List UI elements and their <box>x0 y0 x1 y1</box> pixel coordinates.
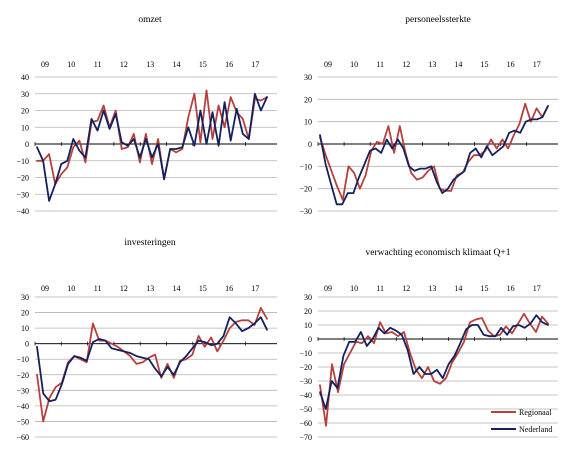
y-tick-label: 30 <box>304 293 312 302</box>
y-tick-label: −20 <box>16 371 29 380</box>
y-tick-label: 0 <box>308 140 312 149</box>
x-tick-label: 14 <box>454 284 462 293</box>
x-tick-label: 10 <box>350 60 358 69</box>
y-tick-label: 10 <box>304 321 312 330</box>
x-tick-label: 15 <box>481 60 489 69</box>
x-tick-label: 09 <box>41 284 49 293</box>
y-tick-label: −20 <box>299 363 312 372</box>
x-tick-label: 17 <box>533 284 541 293</box>
x-tick-label: 13 <box>146 284 154 293</box>
y-tick-label: 20 <box>304 307 312 316</box>
x-tick-label: 16 <box>225 60 233 69</box>
y-tick-label: −60 <box>16 433 29 442</box>
chart-3: investeringen 30 20 10 0 −10 −20 −30 −40 −50 −60 09… <box>16 238 277 442</box>
y-tick-label: −40 <box>16 207 29 216</box>
series-line-nederland <box>319 105 549 206</box>
y-tick-label: −20 <box>16 174 29 183</box>
y-tick-label: 30 <box>21 90 29 99</box>
x-tick-label: 17 <box>251 60 259 69</box>
x-tick-label: 11 <box>376 284 384 293</box>
x-tick-label: 11 <box>376 60 384 69</box>
x-tick-label: 16 <box>225 284 233 293</box>
x-tick-label: 12 <box>402 60 410 69</box>
x-tick-label: 11 <box>94 60 102 69</box>
x-tick-label: 17 <box>533 60 541 69</box>
y-tick-label: 10 <box>21 123 29 132</box>
x-tick-label: 11 <box>94 284 102 293</box>
series-line-regionaal <box>319 102 549 201</box>
y-tick-label: −30 <box>16 386 29 395</box>
x-tick-label: 12 <box>402 284 410 293</box>
y-tick-label: −30 <box>16 190 29 199</box>
chart-title: omzet <box>138 15 162 25</box>
y-tick-label: 20 <box>304 95 312 104</box>
x-tick-label: 16 <box>507 60 515 69</box>
legend: Regionaal Nederland <box>491 408 552 434</box>
chart-2: personeelssterkte 30 20 10 0 −10 −20 −30 09 10 11 1… <box>299 15 558 216</box>
y-tick-label: −30 <box>299 207 312 216</box>
legend-label-nederland: Nederland <box>519 425 552 434</box>
chart-title: investeringen <box>124 238 175 248</box>
series-line-nederland <box>36 92 268 202</box>
y-tick-label: 30 <box>304 73 312 82</box>
x-tick-label: 09 <box>41 60 49 69</box>
y-tick-label: −10 <box>299 162 312 171</box>
y-tick-label: −60 <box>299 419 312 428</box>
y-tick-label: −10 <box>299 349 312 358</box>
y-tick-label: 20 <box>21 107 29 116</box>
x-tick-label: 10 <box>67 284 75 293</box>
legend-label-regionaal: Regionaal <box>519 408 552 417</box>
y-tick-label: 0 <box>308 335 312 344</box>
x-tick-label: 15 <box>199 284 207 293</box>
x-tick-label: 14 <box>454 60 462 69</box>
y-tick-label: −50 <box>299 405 312 414</box>
x-tick-label: 12 <box>120 284 128 293</box>
y-tick-label: −40 <box>16 402 29 411</box>
x-tick-label: 10 <box>350 284 358 293</box>
y-tick-label: −30 <box>299 377 312 386</box>
series-line-regionaal <box>36 89 268 186</box>
x-tick-label: 09 <box>324 284 332 293</box>
y-tick-label: 10 <box>304 118 312 127</box>
y-tick-label: −50 <box>16 417 29 426</box>
y-tick-label: 0 <box>25 140 29 149</box>
y-tick-label: −10 <box>16 355 29 364</box>
y-tick-label: −10 <box>16 157 29 166</box>
y-tick-label: −20 <box>299 185 312 194</box>
y-tick-label: 40 <box>21 73 29 82</box>
y-tick-label: 10 <box>21 324 29 333</box>
x-tick-label: 10 <box>67 60 75 69</box>
y-tick-label: 0 <box>25 340 29 349</box>
y-tick-label: −40 <box>299 391 312 400</box>
x-tick-label: 16 <box>507 284 515 293</box>
y-tick-label: 20 <box>21 309 29 318</box>
x-tick-label: 12 <box>120 60 128 69</box>
x-tick-label: 13 <box>428 284 436 293</box>
chart-title: verwachting economisch klimaat Q+1 <box>366 248 511 258</box>
x-tick-label: 15 <box>199 60 207 69</box>
y-tick-label: 30 <box>21 293 29 302</box>
x-tick-label: 14 <box>173 284 181 293</box>
x-tick-label: 15 <box>481 284 489 293</box>
chart-1: omzet 40 30 20 10 0 −10 −20 −30 −40 09 10 11 12 13 14 15… <box>16 15 277 216</box>
x-tick-label: 17 <box>251 284 259 293</box>
series-line-nederland <box>36 316 268 403</box>
x-tick-label: 14 <box>173 60 181 69</box>
x-tick-label: 13 <box>146 60 154 69</box>
chart-title: personeelssterkte <box>405 15 470 25</box>
series-line-nederland <box>319 314 549 410</box>
x-tick-label: 09 <box>324 60 332 69</box>
y-tick-label: −70 <box>299 433 312 442</box>
x-tick-label: 13 <box>428 60 436 69</box>
chart-4: verwachting economisch klimaat Q+1 30 20 10… <box>299 248 558 442</box>
